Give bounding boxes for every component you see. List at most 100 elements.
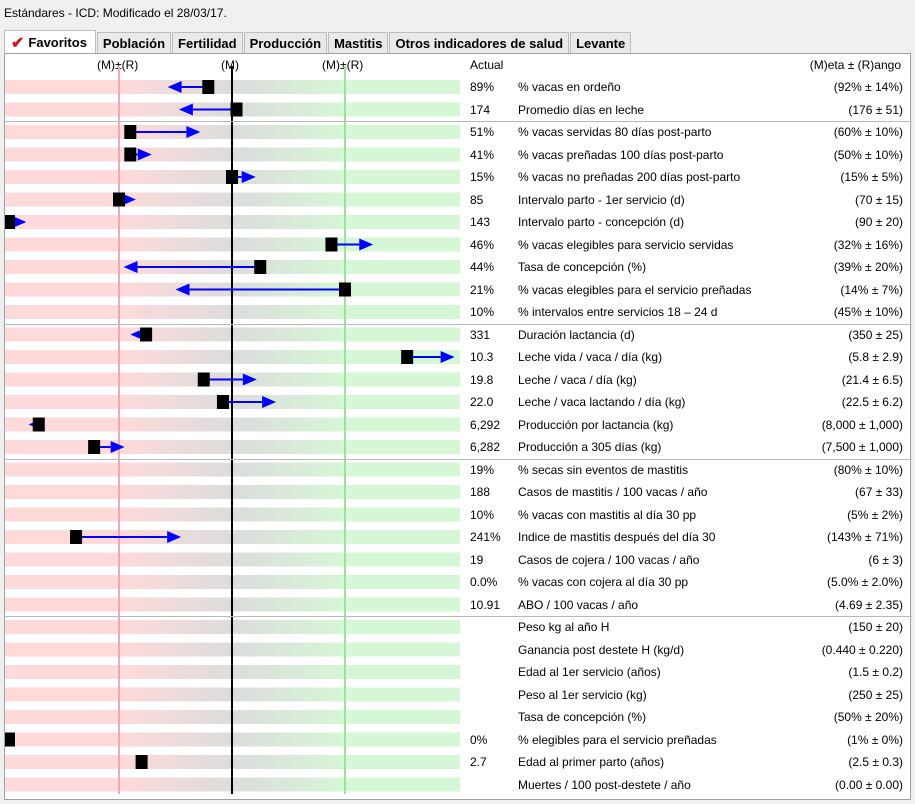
indicator-row[interactable]: 10.91 ABO / 100 vacas / año (4.69 ± 2.35) xyxy=(5,594,912,616)
trend-arrow-head xyxy=(359,238,374,251)
actual-value: 188 xyxy=(470,485,491,499)
indicator-row[interactable]: Edad al 1er servicio (años) (1.5 ± 0.2) xyxy=(5,661,912,683)
header-middle-scale: (M) xyxy=(221,58,239,72)
trend-arrow-head xyxy=(178,103,193,116)
group-separator xyxy=(5,458,912,460)
target-range: (5% ± 2%) xyxy=(847,507,903,522)
standards-panel: (M)±(R) (M) (M)±(R) Actual (M)eta ± (R)a… xyxy=(4,53,912,800)
indicator-name: % vacas preñadas 100 días post-parto xyxy=(518,147,724,162)
indicator-row[interactable]: Peso al 1er servicio (kg) (250 ± 25) xyxy=(5,684,912,706)
indicator-name: % vacas elegibles para el servicio preña… xyxy=(518,282,752,297)
target-range: (22.5 ± 6.2) xyxy=(841,395,903,409)
indicator-row[interactable]: Ganancia post destete H (kg/d) (0.440 ± 0… xyxy=(5,639,912,661)
value-marker xyxy=(5,215,15,229)
indicator-row[interactable]: 22.0 Leche / vaca lactando / día (kg) (22.… xyxy=(5,391,912,413)
indicator-row[interactable]: 10% % vacas con mastitis al día 30 pp (5% … xyxy=(5,504,912,526)
indicator-row[interactable]: 143 Intervalo parto - concepción (d) (90 ±… xyxy=(5,211,912,233)
indicator-row[interactable]: 51% % vacas servidas 80 días post-parto (6… xyxy=(5,121,912,143)
indicator-name: Ganancia post destete H (kg/d) xyxy=(518,642,685,657)
indicator-row[interactable]: Muertes / 100 post-destete / año (0.00 ± … xyxy=(5,774,912,796)
indicator-row[interactable]: 0% % elegibles para el servicio preñadas (… xyxy=(5,729,912,751)
indicator-name: Producción a 305 días (kg) xyxy=(518,440,662,454)
indicator-name: Edad al primer parto (años) xyxy=(518,755,665,769)
indicator-name: % secas sin eventos de mastitis xyxy=(518,462,689,477)
actual-value: 41% xyxy=(470,147,495,162)
tab-levante[interactable]: Levante xyxy=(570,32,632,54)
target-range: (1% ± 0%) xyxy=(847,732,903,747)
actual-value: 51% xyxy=(470,125,495,139)
indicator-name: Peso kg al año H xyxy=(518,620,610,634)
actual-value: 10% xyxy=(470,507,495,522)
indicator-row[interactable]: 41% % vacas preñadas 100 días post-parto (… xyxy=(5,144,912,166)
tab-label: Mastitis xyxy=(334,36,383,51)
target-range: (7,500 ± 1,000) xyxy=(821,440,903,454)
indicator-row[interactable]: 6,292 Producción por lactancia (kg) (8,000… xyxy=(5,414,912,436)
indicator-row[interactable]: 19 Casos de cojera / 100 vacas / año (6 ± … xyxy=(5,549,912,571)
tab-otros-indicadores-de-salud[interactable]: Otros indicadores de salud xyxy=(389,32,570,54)
actual-value: 10.3 xyxy=(470,350,494,364)
value-marker xyxy=(216,395,229,409)
header-right-scale: (M)±(R) xyxy=(322,58,364,72)
indicator-row[interactable]: 19.8 Leche / vaca / día (kg) (21.4 ± 6.5) xyxy=(5,369,912,391)
actual-value: 15% xyxy=(470,170,495,184)
indicator-row[interactable]: Tasa de concepción (%) (50% ± 20%) xyxy=(5,706,912,728)
target-range: (50% ± 20%) xyxy=(833,710,903,724)
indicator-row[interactable]: 2.7 Edad al primer parto (años) (2.5 ± 0.3… xyxy=(5,751,912,773)
checkmark-icon: ✔ xyxy=(11,34,25,52)
indicator-row[interactable]: 15% % vacas no preñadas 200 días post-par… xyxy=(5,166,912,188)
tab-población[interactable]: Población xyxy=(96,32,172,54)
trend-arrow-head xyxy=(12,216,27,228)
indicator-name: Casos de cojera / 100 vacas / año xyxy=(518,552,700,567)
indicator-row[interactable]: 85 Intervalo parto - 1er servicio (d) (70 … xyxy=(5,189,912,211)
tab-mastitis[interactable]: Mastitis xyxy=(328,32,389,54)
indicator-name: Casos de mastitis / 100 vacas / año xyxy=(518,485,708,499)
target-range: (2.5 ± 0.3) xyxy=(848,755,903,769)
value-marker xyxy=(5,732,15,747)
indicator-row[interactable]: 21% % vacas elegibles para el servicio pr… xyxy=(5,279,912,301)
indicator-row[interactable]: 10% % intervalos entre servicios 18 – 24 … xyxy=(5,301,912,323)
target-range: (39% ± 20%) xyxy=(833,260,903,274)
indicator-row[interactable]: 188 Casos de mastitis / 100 vacas / año (6… xyxy=(5,481,912,503)
tab-label: Levante xyxy=(576,36,626,51)
indicator-name: Peso al 1er servicio (kg) xyxy=(518,687,647,702)
actual-value: 89% xyxy=(470,80,495,94)
indicator-row[interactable]: 44% Tasa de concepción (%) (39% ± 20%) xyxy=(5,256,912,278)
indicator-row[interactable]: Peso kg al año H (150 ± 20) xyxy=(5,616,912,638)
indicator-row[interactable]: 46% % vacas elegibles para servicio servi… xyxy=(5,234,912,256)
tab-producción[interactable]: Producción xyxy=(243,32,328,54)
actual-value: 331 xyxy=(470,327,491,342)
value-marker xyxy=(202,80,215,94)
indicator-name: Tasa de concepción (%) xyxy=(518,260,647,274)
indicator-name: % vacas servidas 80 días post-parto xyxy=(518,125,712,139)
indicator-name: Tasa de concepción (%) xyxy=(518,710,647,724)
target-range: (143% ± 71%) xyxy=(827,530,903,544)
indicator-row[interactable]: 19% % secas sin eventos de mastitis (80% ±… xyxy=(5,459,912,481)
trend-arrow-head xyxy=(262,396,277,408)
value-marker xyxy=(339,282,351,297)
group-separator xyxy=(5,121,912,122)
target-range: (21.4 ± 6.5) xyxy=(841,372,903,387)
target-range: (0.00 ± 0.00) xyxy=(835,777,903,792)
trend-arrow-head xyxy=(121,193,136,206)
tab-label: Fertilidad xyxy=(178,36,237,51)
tab-label: Favoritos xyxy=(28,35,87,50)
actual-value: 22.0 xyxy=(470,395,494,409)
indicator-row[interactable]: 0.0% % vacas con cojera al día 30 pp (5.0%… xyxy=(5,571,912,593)
indicator-row[interactable]: 241% Indice de mastitis después del día 3… xyxy=(5,526,912,548)
target-range: (4.69 ± 2.35) xyxy=(835,597,903,612)
indicator-row[interactable]: 6,282 Producción a 305 días (kg) (7,500 ± … xyxy=(5,436,912,458)
header-target: (M)eta ± (R)ango xyxy=(809,58,901,72)
value-marker xyxy=(124,147,137,162)
indicator-row[interactable]: 89% % vacas en ordeño (92% ± 14%) xyxy=(5,76,912,98)
indicator-row[interactable]: 174 Promedio días en leche (176 ± 51) xyxy=(5,99,912,121)
tab-label: Producción xyxy=(249,36,322,51)
actual-value: 19% xyxy=(470,462,495,477)
indicator-row[interactable]: 10.3 Leche vida / vaca / día (kg) (5.8 ± 2… xyxy=(5,346,912,368)
value-marker xyxy=(254,260,267,274)
target-range: (32% ± 16%) xyxy=(833,237,903,252)
tab-favoritos[interactable]: ✔ Favoritos xyxy=(4,30,96,54)
actual-value: 6,282 xyxy=(470,440,501,454)
tab-fertilidad[interactable]: Fertilidad xyxy=(172,32,243,54)
indicator-row[interactable]: 331 Duración lactancia (d) (350 ± 25) xyxy=(5,324,912,346)
indicator-name: % vacas elegibles para servicio servidas xyxy=(518,237,734,252)
